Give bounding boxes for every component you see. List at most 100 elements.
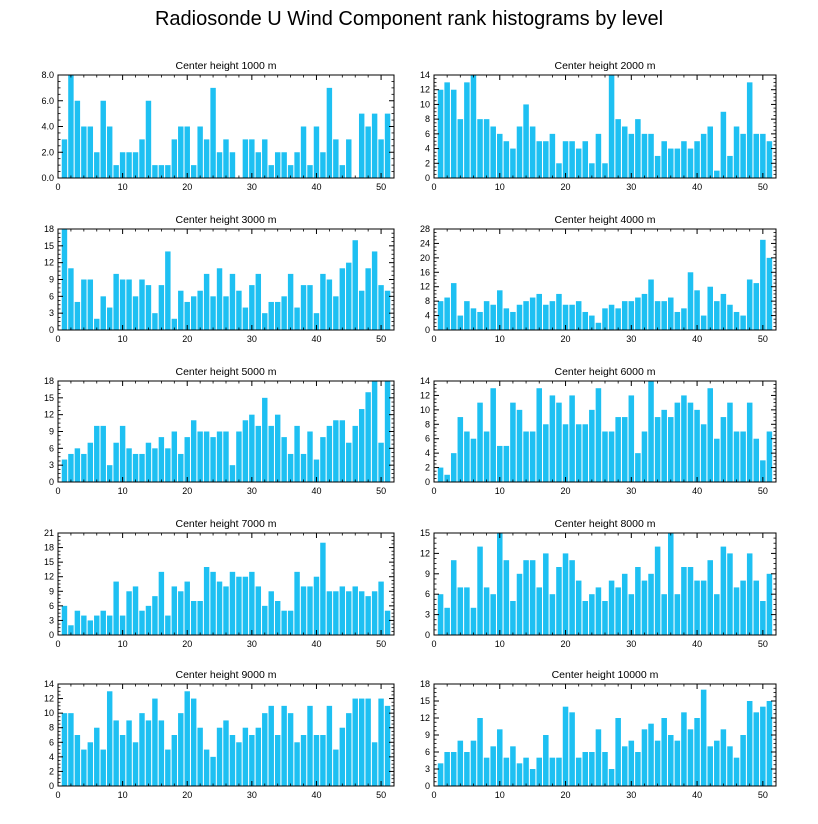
bar — [621, 301, 628, 330]
bar — [210, 87, 216, 178]
bar — [339, 586, 346, 635]
bar — [589, 594, 595, 635]
bar — [608, 75, 615, 178]
bar — [158, 165, 165, 178]
x-tick-label: 20 — [561, 182, 571, 192]
bar — [100, 425, 106, 482]
y-tick-label: 0 — [425, 477, 430, 487]
bar — [274, 735, 281, 786]
bar — [503, 560, 510, 635]
bar — [654, 417, 661, 482]
bar — [621, 573, 628, 635]
bar — [733, 311, 740, 330]
bar — [184, 437, 190, 482]
bar — [602, 308, 608, 330]
bar — [523, 560, 529, 635]
bar — [171, 318, 178, 330]
bar — [497, 133, 503, 178]
panel-title: Center height 4000 m — [555, 214, 656, 226]
bar — [437, 763, 444, 786]
y-tick-label: 0 — [425, 173, 430, 183]
bar — [549, 594, 556, 635]
bar — [197, 290, 203, 330]
bar — [589, 163, 595, 178]
bar — [714, 170, 720, 178]
bar — [503, 141, 510, 178]
bar — [152, 698, 158, 786]
bar — [313, 313, 320, 330]
y-tick-label: 6 — [49, 601, 54, 611]
bar — [184, 581, 190, 635]
bar — [132, 742, 139, 786]
bar — [165, 749, 171, 786]
bar — [595, 322, 602, 330]
bar — [720, 293, 727, 330]
bar — [562, 304, 569, 330]
y-tick-label: 12 — [44, 694, 54, 704]
bar — [197, 727, 203, 786]
x-tick-label: 50 — [376, 639, 386, 649]
bar — [307, 586, 313, 635]
bar — [556, 757, 562, 786]
bar — [483, 119, 490, 178]
bar — [326, 705, 333, 786]
y-tick-label: 15 — [44, 241, 54, 251]
bar — [575, 301, 582, 330]
bar — [223, 586, 229, 635]
bar — [766, 141, 773, 178]
bar — [444, 607, 450, 635]
bar — [113, 720, 119, 786]
bar — [274, 414, 281, 482]
bar — [681, 308, 687, 330]
bar — [223, 431, 229, 482]
bar — [171, 139, 178, 178]
bar — [621, 417, 628, 482]
bar — [281, 152, 287, 178]
y-tick-label: 2 — [425, 158, 430, 168]
bar — [714, 438, 720, 482]
panel-title: Center height 7000 m — [176, 518, 277, 530]
bar — [365, 596, 371, 635]
y-tick-label: 0 — [49, 325, 54, 335]
bar — [294, 152, 300, 178]
panel-10: Center height 10000 m 0 3 6 9 12 15 18 0 10 20 30 40… — [420, 669, 777, 800]
y-tick-label: 12 — [420, 282, 430, 292]
y-tick-label: 2.0 — [41, 147, 54, 157]
y-tick-label: 18 — [44, 543, 54, 553]
bar — [216, 268, 223, 330]
bar — [529, 769, 536, 786]
bar — [61, 139, 68, 178]
bar — [294, 307, 300, 330]
y-tick-label: 8.0 — [41, 70, 54, 80]
bar — [132, 453, 139, 482]
bar — [549, 301, 556, 330]
bar — [497, 533, 503, 635]
panel-3: Center height 3000 m 0 3 6 9 12 15 18 0 10 20 30 40 5… — [44, 214, 395, 344]
bar — [236, 290, 242, 330]
y-tick-label: 12 — [420, 85, 430, 95]
bar — [450, 560, 457, 635]
bar — [287, 610, 294, 635]
bar — [106, 691, 113, 786]
bar — [106, 126, 113, 178]
x-tick-label: 50 — [376, 182, 386, 192]
bar — [760, 239, 766, 330]
bar — [145, 442, 152, 482]
bar — [444, 474, 450, 482]
bar — [81, 126, 87, 178]
bar — [727, 553, 733, 635]
bar — [74, 448, 81, 482]
y-tick-label: 6 — [49, 291, 54, 301]
x-tick-label: 10 — [495, 486, 505, 496]
bar — [300, 285, 307, 330]
bar — [81, 279, 87, 330]
bar — [668, 417, 674, 482]
bar — [242, 576, 249, 635]
bar — [165, 448, 171, 482]
bar — [529, 431, 536, 482]
bar — [510, 311, 516, 330]
bar — [61, 459, 68, 482]
bar — [746, 701, 753, 786]
bar — [119, 152, 126, 178]
x-tick-label: 30 — [626, 486, 636, 496]
